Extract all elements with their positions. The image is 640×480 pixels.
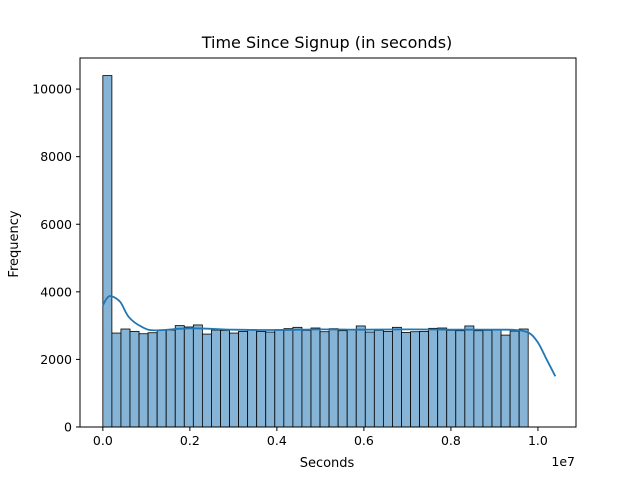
- y-tick-label: 2000: [40, 352, 72, 367]
- histogram-bar: [174, 325, 185, 428]
- x-tick-label: 0.2: [180, 433, 200, 448]
- histogram-bar: [328, 328, 339, 428]
- y-axis-ticks: 0 2000 4000 6000 8000 10000: [32, 82, 80, 435]
- histogram-bar: [283, 328, 294, 428]
- histogram-bar: [518, 328, 529, 428]
- x-axis-ticks: 0.0 0.2 0.4 0.6 0.8 1.0: [93, 427, 548, 448]
- histogram-bar: [382, 330, 393, 428]
- x-tick-label: 0.6: [354, 433, 374, 448]
- y-tick-label: 0: [64, 420, 72, 435]
- histogram-bar: [183, 326, 194, 428]
- histogram-bar: [446, 329, 457, 428]
- histogram-bar: [238, 330, 249, 428]
- x-axis-label: Seconds: [300, 456, 355, 471]
- histogram-bar: [392, 326, 402, 428]
- y-tick-label: 6000: [40, 217, 72, 232]
- histogram-bar: [156, 329, 167, 428]
- histogram-bar: [437, 327, 448, 428]
- histogram-bar: [355, 325, 366, 428]
- histogram-bar: [337, 330, 348, 428]
- histogram-bar: [500, 334, 511, 428]
- histogram-bar: [491, 329, 502, 428]
- y-tick-label: 8000: [40, 149, 72, 164]
- histogram-bar: [482, 329, 493, 428]
- histogram-bar: [319, 331, 330, 428]
- histogram-bar: [165, 329, 176, 428]
- histogram-bar: [310, 327, 321, 428]
- histogram-bar: [401, 331, 411, 428]
- chart-title: Time Since Signup (in seconds): [201, 33, 453, 52]
- plot-border: [79, 57, 577, 428]
- histogram-bar: [147, 332, 158, 428]
- histogram-bar: [220, 329, 230, 428]
- histogram-bar: [247, 329, 258, 428]
- y-tick-label: 10000: [32, 82, 72, 97]
- histogram-bar: [473, 330, 484, 428]
- x-tick-label: 1.0: [528, 433, 548, 448]
- histogram-bar: [364, 331, 375, 428]
- histogram-bar: [102, 75, 113, 428]
- y-tick-label: 4000: [40, 284, 72, 299]
- histogram-bar: [428, 327, 439, 428]
- kde-curve: [102, 295, 557, 377]
- histogram-bar: [229, 332, 239, 428]
- axes-frame: [79, 57, 577, 428]
- histogram-bar: [410, 331, 420, 428]
- histogram-bar: [138, 333, 149, 428]
- histogram-bar: [464, 325, 475, 428]
- histogram-bar: [419, 330, 430, 428]
- histogram-bar: [274, 329, 285, 428]
- histogram-bar: [192, 324, 203, 428]
- histogram-bar: [509, 330, 520, 428]
- x-tick-label: 0.8: [441, 433, 461, 448]
- histogram-bar: [373, 329, 384, 428]
- histogram-bar: [346, 329, 357, 428]
- histogram-bar: [111, 332, 122, 428]
- histogram-bar: [256, 330, 267, 428]
- x-tick-label: 0.0: [93, 433, 113, 448]
- x-axis-offset-label: 1e7: [551, 454, 575, 469]
- x-tick-label: 0.4: [267, 433, 287, 448]
- histogram-bar: [455, 330, 466, 428]
- histogram-bar: [129, 330, 140, 428]
- histogram-bar: [201, 333, 212, 428]
- histogram-bar: [292, 326, 303, 428]
- histogram-bar: [265, 331, 276, 428]
- histogram-bars: [102, 75, 529, 428]
- histogram-bar: [211, 329, 221, 428]
- histogram-bar: [120, 328, 131, 428]
- histogram-bar: [301, 329, 312, 428]
- y-axis-label: Frequency: [7, 210, 22, 277]
